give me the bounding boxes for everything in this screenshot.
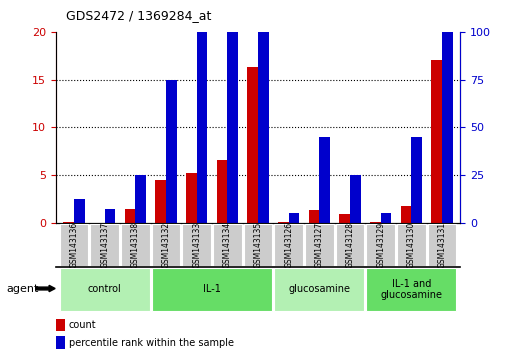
Bar (63, 222, 74, 223)
FancyBboxPatch shape (60, 268, 149, 311)
Bar (166, 80, 176, 223)
Text: GSM143136: GSM143136 (69, 222, 78, 268)
FancyBboxPatch shape (152, 268, 272, 311)
Text: GSM143138: GSM143138 (131, 222, 139, 268)
Text: GSM143131: GSM143131 (437, 222, 446, 268)
Text: GSM143130: GSM143130 (406, 222, 415, 268)
FancyBboxPatch shape (243, 224, 272, 266)
Text: GSM143129: GSM143129 (376, 222, 384, 268)
Text: GSM143128: GSM143128 (345, 222, 354, 268)
Bar (74, 199, 85, 223)
Text: glucosamine: glucosamine (288, 284, 349, 295)
Text: GSM143133: GSM143133 (192, 222, 201, 268)
Text: IL-1: IL-1 (203, 284, 221, 295)
Bar (186, 173, 196, 223)
Bar (349, 175, 360, 223)
Bar (430, 59, 441, 223)
Bar (441, 0, 452, 223)
Bar (155, 180, 166, 223)
Bar (369, 222, 380, 223)
Bar (196, 32, 207, 223)
FancyBboxPatch shape (182, 224, 211, 266)
FancyBboxPatch shape (90, 224, 119, 266)
FancyBboxPatch shape (427, 224, 456, 266)
Bar (124, 209, 135, 223)
Bar (288, 213, 299, 223)
FancyBboxPatch shape (335, 224, 364, 266)
FancyBboxPatch shape (366, 268, 456, 311)
FancyBboxPatch shape (305, 224, 333, 266)
Text: count: count (69, 320, 96, 330)
Bar (411, 137, 421, 223)
Text: GSM143132: GSM143132 (161, 222, 170, 268)
Text: percentile rank within the sample: percentile rank within the sample (69, 338, 233, 348)
FancyBboxPatch shape (152, 224, 180, 266)
Bar (319, 137, 329, 223)
FancyBboxPatch shape (60, 224, 88, 266)
Bar (380, 213, 391, 223)
Text: GSM143137: GSM143137 (100, 222, 109, 268)
Text: GDS2472 / 1369284_at: GDS2472 / 1369284_at (66, 9, 211, 22)
FancyBboxPatch shape (213, 224, 241, 266)
Bar (56, 319, 65, 331)
Bar (56, 336, 65, 349)
Bar (216, 160, 227, 223)
FancyBboxPatch shape (274, 268, 364, 311)
Text: GSM143127: GSM143127 (314, 222, 323, 268)
Bar (247, 67, 258, 223)
Bar (400, 206, 411, 223)
Bar (135, 175, 146, 223)
Bar (277, 222, 288, 223)
Text: GSM143135: GSM143135 (253, 222, 262, 268)
FancyBboxPatch shape (274, 224, 302, 266)
Bar (339, 215, 349, 223)
Bar (308, 210, 319, 223)
Text: GSM143126: GSM143126 (284, 222, 292, 268)
Text: control: control (88, 284, 121, 295)
Bar (105, 209, 115, 223)
FancyBboxPatch shape (396, 224, 425, 266)
Bar (227, 8, 238, 223)
FancyBboxPatch shape (366, 224, 394, 266)
Bar (258, 0, 268, 223)
FancyBboxPatch shape (121, 224, 149, 266)
Text: IL-1 and
glucosamine: IL-1 and glucosamine (380, 279, 441, 300)
Text: GSM143134: GSM143134 (223, 222, 231, 268)
Text: agent: agent (6, 284, 38, 293)
